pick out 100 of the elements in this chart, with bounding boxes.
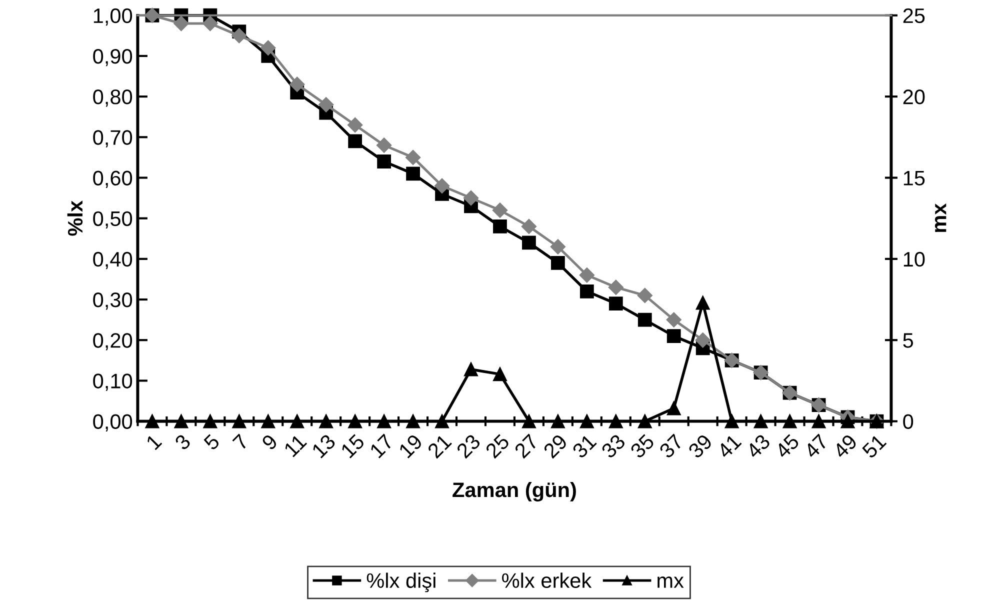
point [579, 268, 594, 283]
point [782, 414, 797, 428]
x-tick-label: 39 [687, 433, 713, 460]
y-tick-label: 0,30 [93, 292, 132, 310]
point [464, 362, 478, 376]
point [435, 414, 449, 428]
point [608, 280, 624, 295]
x-tick-label: 11 [283, 434, 308, 458]
y-tick-label: 0,00 [93, 414, 132, 432]
x-tick-label: 1 [146, 434, 162, 450]
x-tick-label: 35 [629, 433, 656, 460]
point [463, 190, 479, 206]
x-tick-label: 13 [311, 433, 336, 458]
point [580, 414, 594, 428]
point [493, 220, 507, 234]
y-tick-label: 0,70 [93, 130, 132, 148]
y2-tick-label: 20 [903, 90, 925, 104]
x-tick-label: 21 [426, 433, 452, 459]
point [840, 414, 855, 428]
y-tick-label: 0,60 [93, 170, 132, 188]
point [493, 367, 507, 382]
y2-tick-label: 25 [903, 8, 925, 24]
point [348, 117, 363, 133]
point [608, 296, 623, 311]
point [405, 150, 421, 166]
x-tick-label: 17 [369, 434, 394, 458]
y-tick-label: 0,20 [93, 333, 132, 350]
point [522, 414, 536, 428]
point [261, 414, 276, 428]
point [377, 154, 391, 168]
point [290, 414, 304, 428]
x-tick-label: 51 [861, 434, 887, 459]
point [492, 202, 508, 218]
point [232, 28, 247, 44]
point [550, 239, 566, 254]
x-tick-label: 25 [484, 433, 510, 459]
point [260, 40, 276, 56]
x-tick-label: 15 [340, 434, 366, 458]
point [318, 97, 334, 112]
point [434, 178, 450, 194]
y-tick-label: 0,80 [93, 90, 132, 107]
point [522, 236, 536, 250]
point [724, 414, 739, 428]
point [637, 288, 652, 304]
point [550, 256, 565, 270]
point [319, 414, 334, 428]
y-tick-label: 0,10 [93, 374, 132, 391]
point [754, 414, 768, 428]
point [580, 284, 594, 298]
point [348, 134, 362, 148]
x-tick-label: 41 [716, 434, 742, 460]
point [608, 414, 623, 428]
point [406, 414, 420, 428]
legend-label: %lx erkek [502, 572, 592, 588]
x-tick-label: 7 [232, 434, 250, 450]
y2-tick-label: 5 [903, 333, 914, 348]
x-tick-label: 43 [745, 433, 771, 460]
x-axis-title: Zaman (gün) [452, 482, 576, 502]
legend-label: mx [658, 576, 684, 588]
point [666, 329, 681, 343]
y-tick-label: 1,00 [94, 8, 132, 26]
point [695, 332, 710, 348]
x-tick-label: 33 [600, 433, 626, 460]
y2-tick-label: 15 [904, 170, 925, 186]
point [521, 218, 537, 234]
x-tick-label: 3 [174, 433, 192, 451]
x-tick-label: 19 [398, 433, 424, 458]
point [202, 16, 218, 32]
x-tick-label: 31 [571, 433, 598, 460]
x-tick-label: 9 [261, 433, 278, 451]
y2-tick-label: 0 [903, 414, 914, 430]
y-axis-title: %lx [67, 200, 83, 236]
point [696, 296, 710, 310]
point [812, 414, 826, 428]
point [174, 16, 189, 32]
point [376, 138, 392, 153]
x-tick-label: 29 [542, 433, 568, 459]
point [550, 414, 565, 428]
y-tick-label: 0,90 [93, 48, 132, 66]
point [290, 76, 305, 92]
y-tick-label: 0,40 [93, 252, 132, 270]
x-tick-label: 27 [514, 434, 539, 459]
x-tick-label: 37 [658, 434, 684, 460]
point [638, 312, 652, 327]
y2-tick-label: 10 [904, 252, 925, 267]
legend-label: %lx dişi [366, 572, 436, 592]
point [377, 414, 391, 428]
point [666, 401, 681, 416]
x-tick-label: 5 [203, 434, 220, 451]
point [666, 312, 682, 328]
x-tick-label: 23 [456, 433, 482, 459]
point [638, 414, 652, 428]
x-tick-label: 49 [832, 433, 858, 460]
x-tick-label: 47 [803, 434, 829, 460]
point [348, 414, 362, 428]
point [406, 166, 420, 181]
point [203, 414, 218, 428]
point [174, 414, 188, 428]
y-tick-label: 0,50 [93, 211, 132, 229]
x-tick-label: 45 [774, 434, 800, 460]
